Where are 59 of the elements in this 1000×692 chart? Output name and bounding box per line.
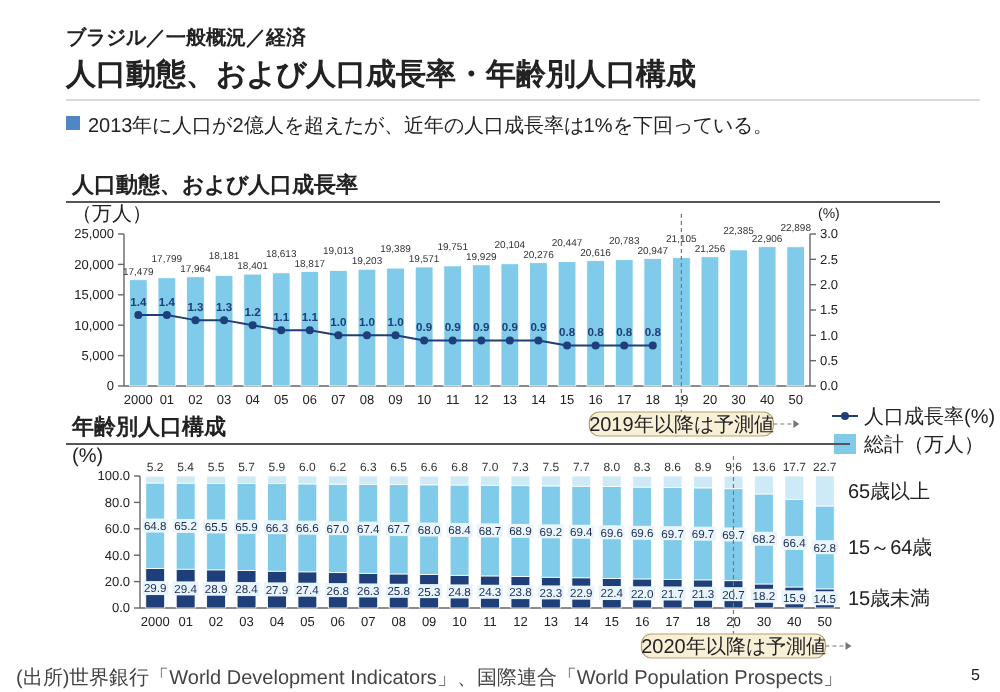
bar [786, 246, 805, 387]
point [563, 341, 572, 350]
point [220, 316, 229, 325]
text: 5 [971, 666, 982, 684]
bar [500, 263, 520, 387]
bar [443, 265, 462, 387]
ref-line-label: 2019年以降は予測値 [589, 413, 774, 437]
bar [557, 261, 577, 387]
bar [186, 276, 205, 387]
chart-title: 年齢別人口構成 [70, 414, 226, 440]
series-label: 15歳未満 [848, 587, 931, 612]
series-label: 15～64歳 [848, 536, 933, 561]
point [420, 336, 429, 345]
point [648, 341, 657, 350]
text: 人口動態、および人口成長率・年齢別人口構成 [64, 56, 696, 92]
series-label: 65歳以上 [848, 479, 931, 504]
point [248, 321, 257, 330]
ref-line-label: 2020年以降は予測値 [641, 635, 826, 659]
bar [157, 277, 177, 387]
legend-label: 人口成長率(%) [864, 405, 996, 429]
text: 2013年に人口が2億人を超えたが、近年の人口成長率は1%を下回っている。 [88, 114, 773, 138]
bar [271, 272, 291, 387]
y-axis-title: （万人） [72, 204, 152, 226]
text: (出所)世界銀行「World Development Indicators」、国際連合「World Population Prospects」 [16, 666, 844, 690]
point [362, 331, 371, 340]
text: ブラジル／一般概況／経済 [66, 26, 308, 50]
point [305, 326, 314, 335]
bar [729, 249, 748, 387]
point [162, 311, 171, 320]
bar [586, 260, 605, 387]
point [334, 331, 343, 340]
bar [129, 279, 148, 387]
point [191, 316, 200, 325]
bar [243, 273, 262, 387]
point [391, 331, 400, 340]
bar [757, 246, 777, 387]
point [134, 311, 143, 320]
bar [672, 257, 691, 387]
bar [329, 270, 348, 387]
bar [529, 262, 548, 387]
point [591, 341, 600, 350]
bar [300, 271, 320, 387]
bar [386, 267, 405, 387]
chart-title: 人口動態、および人口成長率 [70, 172, 358, 198]
bar [614, 259, 634, 387]
bar [472, 264, 491, 387]
bar [357, 268, 377, 387]
point [448, 336, 457, 345]
y-axis-title: (%) [72, 446, 104, 468]
legend-label: 総計（万人） [862, 433, 984, 457]
point [477, 336, 486, 345]
bar [414, 266, 434, 387]
point [277, 326, 286, 335]
bar [643, 258, 663, 387]
point [505, 336, 514, 345]
bar [214, 275, 234, 387]
bar [700, 256, 720, 387]
point [620, 341, 629, 350]
point [534, 336, 543, 345]
